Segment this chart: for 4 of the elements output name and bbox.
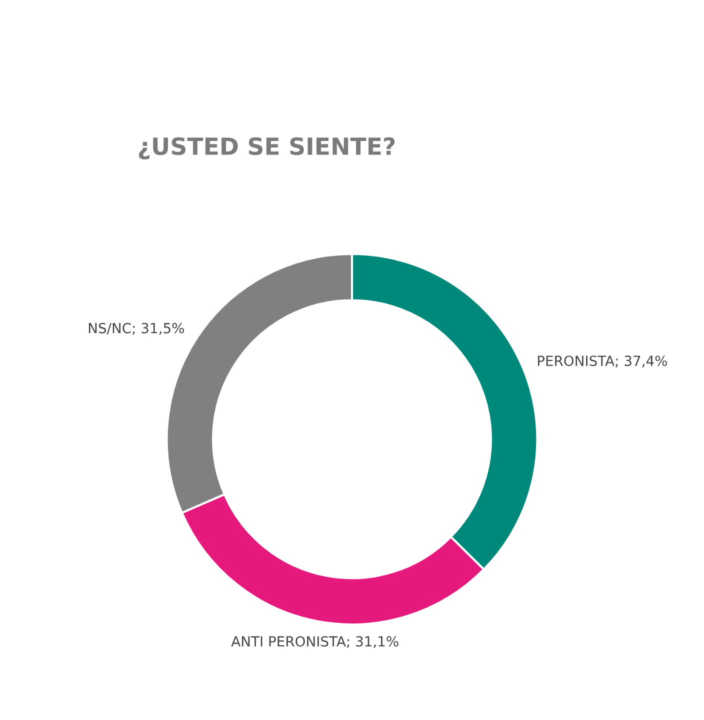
slice-label: PERONISTA; 37,4% (538, 356, 668, 368)
slice-label: NS/NC; 31,5% (88, 322, 184, 335)
chart-title: ¿USTED SE SIENTE? (138, 137, 395, 160)
slice-label: ANTI PERONISTA; 31,1% (231, 636, 398, 648)
